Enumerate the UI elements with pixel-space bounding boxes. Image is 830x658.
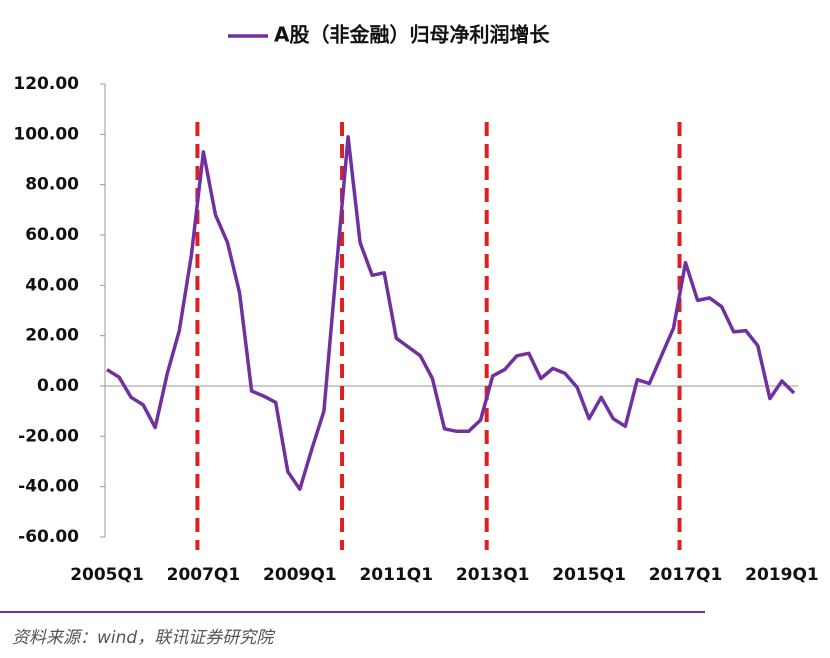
x-tick-label: 2017Q1 [649, 565, 723, 585]
y-tick-label: -40.00 [18, 477, 79, 497]
y-tick-label: 100.00 [13, 124, 79, 144]
x-tick-label: 2019Q1 [745, 565, 819, 585]
y-tick-label: 20.00 [25, 326, 79, 346]
y-tick-label: 60.00 [25, 225, 79, 245]
x-tick-label: 2005Q1 [70, 565, 144, 585]
series-line [106, 135, 796, 491]
y-tick-label: 120.00 [13, 74, 79, 94]
source-note: 资料来源：wind，联讯证券研究院 [12, 628, 276, 648]
y-tick-label: -20.00 [18, 426, 79, 446]
x-tick-label: 2011Q1 [359, 565, 433, 585]
legend-label: A股（非金融）归母净利润增长 [274, 23, 550, 47]
x-tick-label: 2009Q1 [263, 565, 337, 585]
x-tick-label: 2007Q1 [167, 565, 241, 585]
y-tick-label: 40.00 [25, 275, 79, 295]
y-tick-label: -60.00 [18, 527, 79, 547]
y-tick-label: 0.00 [37, 376, 79, 396]
x-tick-label: 2013Q1 [456, 565, 530, 585]
x-tick-label: 2015Q1 [552, 565, 626, 585]
y-tick-label: 80.00 [25, 175, 79, 195]
